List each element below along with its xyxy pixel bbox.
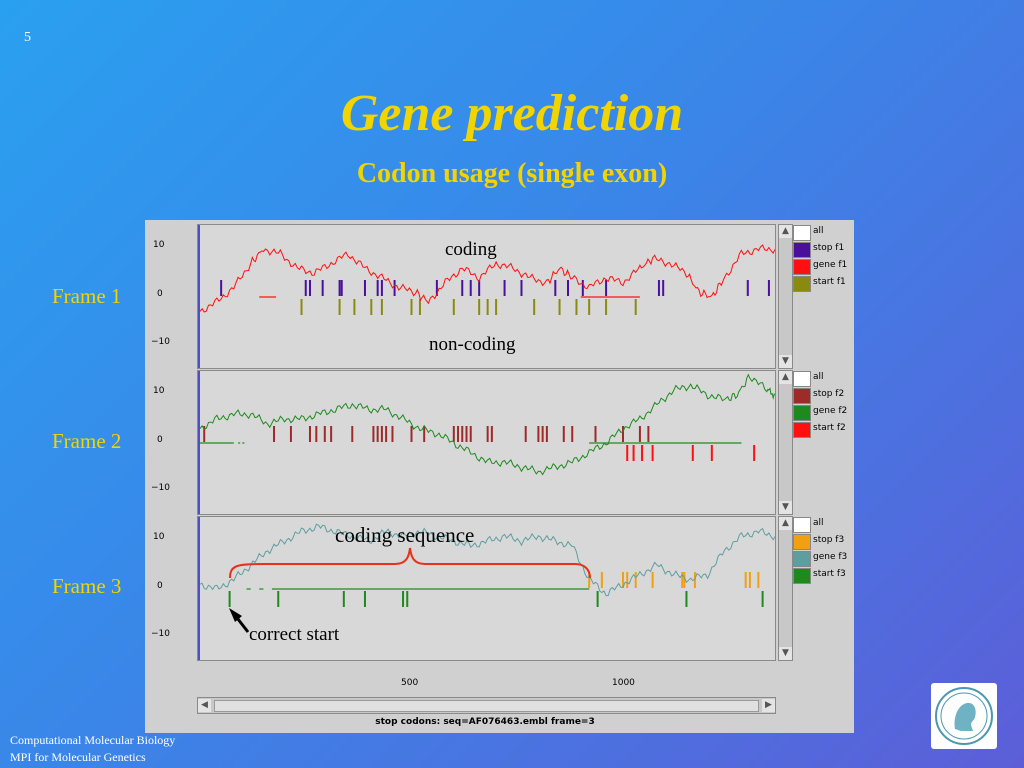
plot-frame-1 — [198, 225, 776, 368]
legend-swatch — [793, 405, 811, 421]
scroll-up-icon[interactable]: ▲ — [779, 225, 792, 238]
scroll-up-icon[interactable]: ▲ — [779, 517, 792, 530]
annotation-correct-start: correct start — [249, 624, 340, 645]
legend-label: start f2 — [813, 423, 846, 433]
panel-frame-3[interactable] — [197, 516, 776, 661]
vertical-scrollbar[interactable]: ▲ ▼ — [778, 370, 793, 515]
y-tick-10: 10 — [153, 532, 165, 542]
y-tick-minus-10: −10 — [151, 483, 170, 493]
legend-label: gene f1 — [813, 260, 848, 270]
logo-icon — [935, 687, 993, 745]
scroll-down-icon[interactable]: ▼ — [779, 355, 792, 368]
frame-2-label: Frame 2 — [52, 429, 122, 453]
legend-label: stop f1 — [813, 243, 845, 253]
vertical-scrollbar[interactable]: ▲ ▼ — [778, 516, 793, 661]
legend-label: all — [813, 226, 824, 236]
slide-subtitle: Codon usage (single exon) — [356, 158, 668, 189]
legend-swatch — [793, 422, 811, 438]
status-bar: stop codons: seq=AF076463.embl frame=3 — [375, 717, 595, 727]
slide-title: Gene prediction — [340, 85, 684, 142]
legend-label: all — [813, 372, 824, 382]
legend-swatch — [793, 371, 811, 387]
scroll-right-icon[interactable]: ▶ — [762, 699, 775, 712]
legend-swatch — [793, 276, 811, 292]
frame-3-label: Frame 3 — [52, 574, 122, 598]
y-tick-minus-10: −10 — [151, 629, 170, 639]
panel-frame-1[interactable] — [197, 224, 776, 369]
legend-item[interactable]: stop f3 — [793, 533, 854, 550]
legend-frame-2: all stop f2 gene f2 start f2 — [793, 370, 854, 438]
y-tick-10: 10 — [153, 386, 165, 396]
max-planck-logo — [931, 683, 997, 749]
y-tick-0: 0 — [157, 581, 163, 591]
codon-usage-curve — [199, 244, 776, 313]
legend-item[interactable]: gene f3 — [793, 550, 854, 567]
legend-swatch — [793, 242, 811, 258]
legend-label: start f3 — [813, 569, 846, 579]
scroll-up-icon[interactable]: ▲ — [779, 371, 792, 384]
x-tick-1000: 1000 — [612, 678, 635, 688]
legend-item[interactable]: gene f1 — [793, 258, 854, 275]
legend-item[interactable]: all — [793, 370, 854, 387]
plot-frame-2 — [198, 371, 776, 514]
scroll-left-icon[interactable]: ◀ — [198, 699, 211, 712]
legend-swatch — [793, 551, 811, 567]
legend-swatch — [793, 517, 811, 533]
legend-swatch — [793, 534, 811, 550]
y-tick-0: 0 — [157, 435, 163, 445]
legend-label: start f1 — [813, 277, 846, 287]
vertical-scrollbar[interactable]: ▲ ▼ — [778, 224, 793, 369]
codon-usage-curve — [199, 523, 776, 597]
app-screenshot: 10 0 −10 ▲ ▼ all stop f1 gene f1 start f… — [145, 220, 854, 733]
y-tick-0: 0 — [157, 289, 163, 299]
legend-label: stop f2 — [813, 389, 845, 399]
legend-item[interactable]: stop f1 — [793, 241, 854, 258]
panel-frame-2[interactable] — [197, 370, 776, 515]
footer-line-1: Computational Molecular Biology — [10, 733, 176, 747]
legend-item[interactable]: all — [793, 224, 854, 241]
horizontal-scrollbar[interactable]: ◀ ▶ — [197, 697, 776, 714]
scroll-down-icon[interactable]: ▼ — [779, 647, 792, 660]
codon-usage-curve — [199, 373, 776, 476]
footer-line-2: MPI for Molecular Genetics — [10, 750, 146, 764]
plot-frame-3 — [198, 517, 776, 660]
legend-item[interactable]: start f3 — [793, 567, 854, 584]
annotation-non-coding: non-coding — [429, 334, 516, 355]
legend-item[interactable]: start f2 — [793, 421, 854, 438]
annotation-coding-sequence: coding sequence — [335, 523, 475, 547]
slide-number: 5 — [24, 30, 31, 45]
scroll-down-icon[interactable]: ▼ — [779, 501, 792, 514]
y-tick-minus-10: −10 — [151, 337, 170, 347]
frame-1-label: Frame 1 — [52, 284, 122, 308]
legend-label: all — [813, 518, 824, 528]
annotation-coding: coding — [445, 239, 497, 260]
legend-swatch — [793, 568, 811, 584]
scroll-thumb[interactable] — [214, 700, 759, 712]
legend-swatch — [793, 388, 811, 404]
y-tick-10: 10 — [153, 240, 165, 250]
legend-swatch — [793, 225, 811, 241]
legend-frame-1: all stop f1 gene f1 start f1 — [793, 224, 854, 292]
legend-item[interactable]: all — [793, 516, 854, 533]
legend-item[interactable]: start f1 — [793, 275, 854, 292]
legend-label: gene f2 — [813, 406, 848, 416]
legend-label: stop f3 — [813, 535, 845, 545]
legend-swatch — [793, 259, 811, 275]
legend-item[interactable]: stop f2 — [793, 387, 854, 404]
legend-label: gene f3 — [813, 552, 848, 562]
legend-frame-3: all stop f3 gene f3 start f3 — [793, 516, 854, 584]
x-tick-500: 500 — [401, 678, 419, 688]
legend-item[interactable]: gene f2 — [793, 404, 854, 421]
